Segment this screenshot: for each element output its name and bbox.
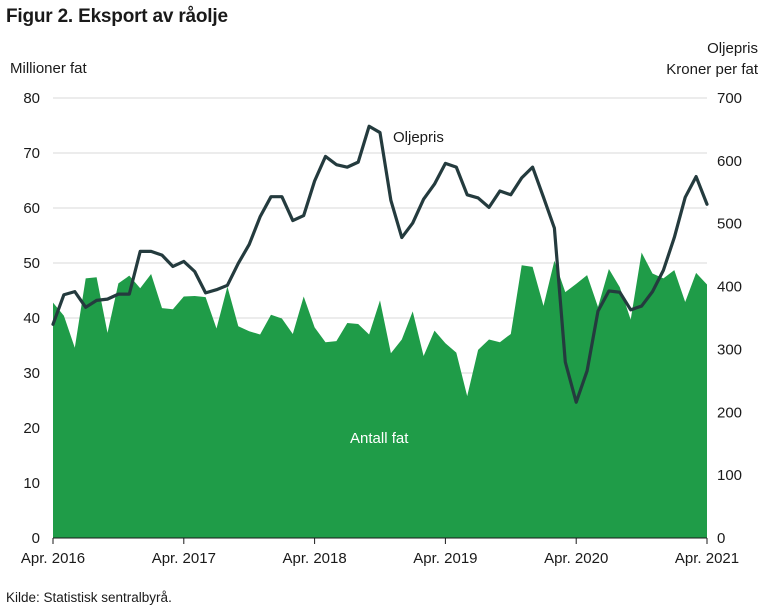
x-tick-label: Apr. 2019	[413, 550, 477, 567]
series-label-antall-fat: Antall fat	[350, 430, 409, 447]
y-tick-label-right: 100	[717, 467, 742, 484]
y-tick-label-right: 200	[717, 404, 742, 421]
chart-title: Figur 2. Eksport av råolje	[6, 6, 228, 27]
y-tick-label-left: 60	[23, 200, 40, 217]
y-tick-label-left: 50	[23, 255, 40, 272]
right-axis-title-line1: Oljepris	[707, 40, 758, 57]
x-tick-label: Apr. 2020	[544, 550, 608, 567]
y-tick-label-right: 500	[717, 216, 742, 233]
line-series-layer	[51, 124, 709, 404]
line-oljepris	[51, 124, 709, 404]
y-tick-label-left: 40	[23, 310, 40, 327]
right-axis-title: Oljepris Kroner per fat	[666, 38, 758, 80]
left-axis-title: Millioner fat	[10, 60, 87, 77]
right-axis-title-line2: Kroner per fat	[666, 61, 758, 78]
y-tick-label-right: 400	[717, 279, 742, 296]
x-tick-label: Apr. 2017	[152, 550, 216, 567]
series-label-oljepris: Oljepris	[393, 129, 444, 146]
y-tick-label-left: 10	[23, 475, 40, 492]
y-tick-label-right: 300	[717, 341, 742, 358]
y-tick-label-left: 20	[23, 420, 40, 437]
y-tick-label-left: 30	[23, 365, 40, 382]
area-antall-fat	[53, 252, 707, 539]
x-tick-label: Apr. 2016	[21, 550, 85, 567]
x-tick-label: Apr. 2021	[675, 550, 739, 567]
x-tick-label: Apr. 2018	[282, 550, 346, 567]
axis-layer: 0 10 20 30 40 50 60 70 80 0 100 200 300 400 500 600 700 A…	[21, 90, 742, 567]
y-tick-label-right: 600	[717, 153, 742, 170]
y-tick-label-left: 80	[23, 90, 40, 107]
area-series-layer	[53, 252, 707, 539]
y-tick-label-right: 700	[717, 90, 742, 107]
y-tick-label-left: 0	[32, 530, 40, 547]
y-tick-label-left: 70	[23, 145, 40, 162]
series-labels: Oljepris Antall fat	[350, 129, 444, 447]
y-tick-label-right: 0	[717, 530, 725, 547]
source-note: Kilde: Statistisk sentralbyrå.	[6, 590, 172, 605]
